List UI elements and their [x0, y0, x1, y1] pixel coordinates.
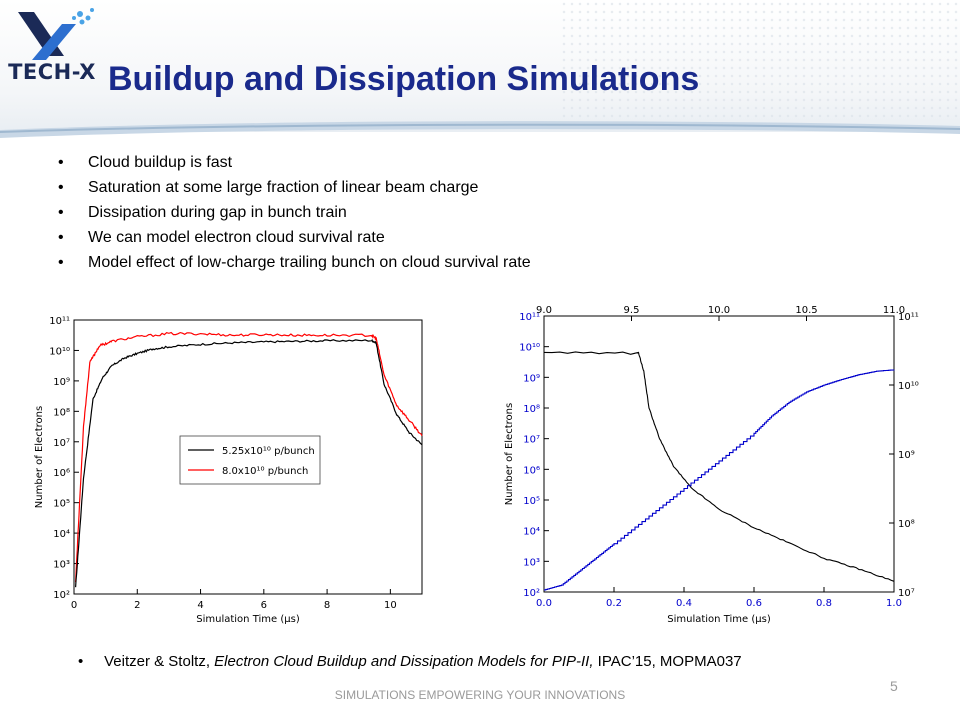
x-tick-label: 6 [261, 600, 267, 611]
header-swoosh [0, 121, 960, 138]
bullet-dot: • [58, 179, 64, 196]
footer-tagline: SIMULATIONS EMPOWERING YOUR INNOVATIONS [334, 688, 626, 702]
x-tick-label: 0.8 [816, 598, 832, 609]
series-line-red [75, 331, 423, 583]
top-x-tick-label: 9.5 [624, 306, 640, 316]
y-tick-label: 10⁴ [53, 529, 70, 540]
x-axis-ticks: 0.0 0.2 0.4 0.6 0.8 1.0 [536, 587, 902, 609]
x-axis-label: Simulation Time (μs) [667, 614, 771, 625]
x-tick-label: 4 [197, 600, 203, 611]
buildup-chart-svg: 10² 10³ 10⁴ 10⁵ 10⁶ 10⁷ 10⁸ 10⁹ 10¹⁰ 10¹¹ 0 2 4 6 8 10… [34, 316, 423, 625]
plot-frame [543, 315, 895, 593]
top-x-tick-label: 10.0 [708, 306, 730, 316]
legend-label-black: 5.25x10¹⁰ p/bunch [222, 446, 315, 457]
x-tick-label: 10 [384, 600, 397, 611]
reference-title: Electron Cloud Buildup and Dissipation M… [214, 653, 594, 670]
x-tick-label: 0 [71, 600, 77, 611]
y-tick-label: 10¹¹ [49, 316, 70, 327]
logo-text: TECH-X [8, 60, 96, 84]
top-x-tick-label: 9.0 [536, 306, 552, 316]
bullet-text: Cloud buildup is fast [88, 154, 233, 171]
y-axis-label: Number of Electrons [504, 403, 515, 505]
y-tick-label: 10⁴ [523, 527, 540, 538]
bullet-text: Model effect of low-charge trailing bunc… [88, 254, 531, 271]
reference-authors: Veitzer & Stoltz, [104, 653, 215, 670]
x-tick-label: 2 [134, 600, 140, 611]
bullet-text: Saturation at some large fraction of lin… [88, 179, 479, 196]
right-y-tick-label: 10⁸ [898, 519, 915, 530]
y-tick-label: 10⁸ [523, 404, 540, 415]
right-y-tick-label: 10¹⁰ [898, 381, 919, 392]
top-x-axis-ticks: 9.0 9.5 10.0 10.5 11.0 [536, 305, 905, 321]
bullet-item: • Cloud buildup is fast [58, 150, 531, 175]
y-tick-label: 10¹⁰ [519, 343, 540, 354]
y-tick-label: 10⁷ [523, 435, 540, 446]
y-tick-label: 10⁹ [53, 377, 70, 388]
page-number: 5 [890, 678, 898, 694]
series-line-black [75, 338, 423, 588]
y-tick-label: 10¹⁰ [49, 346, 70, 357]
techx-logo-icon [18, 8, 94, 60]
series-group [543, 351, 895, 591]
legend: 5.25x10¹⁰ p/bunch 8.0x10¹⁰ p/bunch [179, 435, 321, 485]
series-line-blue [544, 369, 895, 591]
y-tick-label: 10⁶ [53, 468, 70, 479]
right-y-tick-label: 10¹¹ [898, 312, 919, 323]
slide-title: Buildup and Dissipation Simulations [108, 60, 700, 98]
right-y-tick-label: 10⁹ [898, 450, 915, 461]
reference-citation: • Veitzer & Stoltz, Electron Cloud Build… [78, 653, 742, 670]
bullet-item: • Dissipation during gap in bunch train [58, 200, 531, 225]
series-group [75, 331, 423, 588]
x-tick-label: 1.0 [886, 598, 902, 609]
y-tick-label: 10⁵ [523, 496, 540, 507]
legend-label-red: 8.0x10¹⁰ p/bunch [222, 466, 308, 477]
x-axis-ticks: 0 2 4 6 8 10 [71, 589, 397, 611]
x-tick-label: 0.0 [536, 598, 552, 609]
bullet-dot: • [58, 204, 64, 221]
x-tick-label: 8 [324, 600, 330, 611]
x-tick-label: 0.2 [606, 598, 622, 609]
right-y-axis-ticks: 10⁷ 10⁸ 10⁹ 10¹⁰ 10¹¹ [889, 312, 919, 599]
bullet-dot: • [58, 154, 64, 171]
dissipation-chart: 10² 10³ 10⁴ 10⁵ 10⁶ 10⁷ 10⁸ 10⁹ 10¹⁰ 10¹¹ 10⁷ 10⁸ 1… [500, 305, 926, 632]
y-tick-label: 10² [523, 588, 540, 599]
bullet-dot: • [78, 653, 84, 670]
y-tick-label: 10⁸ [53, 407, 70, 418]
bullet-dot: • [58, 254, 64, 271]
bullet-text: Dissipation during gap in bunch train [88, 204, 347, 221]
y-axis-ticks: 10² 10³ 10⁴ 10⁵ 10⁶ 10⁷ 10⁸ 10⁹ 10¹⁰ 10¹¹ [519, 312, 549, 599]
bullet-text: We can model electron cloud survival rat… [88, 229, 385, 246]
legend-box [179, 435, 321, 485]
y-axis-label: Number of Electrons [34, 406, 45, 508]
y-tick-label: 10¹¹ [519, 312, 540, 323]
y-tick-label: 10⁷ [53, 438, 70, 449]
y-axis-ticks: 10² 10³ 10⁴ 10⁵ 10⁶ 10⁷ 10⁸ 10⁹ 10¹⁰ 10¹¹ [49, 316, 79, 601]
top-x-tick-label: 10.5 [795, 306, 817, 316]
y-tick-label: 10⁶ [523, 465, 540, 476]
reference-venue: IPAC’15, MOPMA037 [593, 653, 742, 670]
x-tick-label: 0.4 [676, 598, 692, 609]
bullet-item: • Model effect of low-charge trailing bun… [58, 250, 531, 275]
y-tick-label: 10³ [523, 557, 540, 568]
buildup-chart: 10² 10³ 10⁴ 10⁵ 10⁶ 10⁷ 10⁸ 10⁹ 10¹⁰ 10¹¹ 0 2 4 6 8 10… [32, 310, 432, 630]
bullet-list: • Cloud buildup is fast • Saturation at so… [58, 150, 531, 275]
y-tick-label: 10³ [53, 560, 70, 571]
y-tick-label: 10⁵ [53, 499, 70, 510]
x-axis-label: Simulation Time (μs) [196, 614, 300, 625]
header-dot-pattern [560, 0, 960, 120]
right-y-tick-label: 10⁷ [898, 588, 915, 599]
top-x-tick-label: 11.0 [883, 306, 905, 316]
bullet-item: • Saturation at some large fraction of li… [58, 175, 531, 200]
x-tick-label: 0.6 [746, 598, 762, 609]
y-tick-label: 10⁹ [523, 373, 540, 384]
y-tick-label: 10² [53, 590, 70, 601]
bullet-item: • We can model electron cloud survival ra… [58, 225, 531, 250]
series-line-black [543, 351, 895, 582]
bullet-dot: • [58, 229, 64, 246]
